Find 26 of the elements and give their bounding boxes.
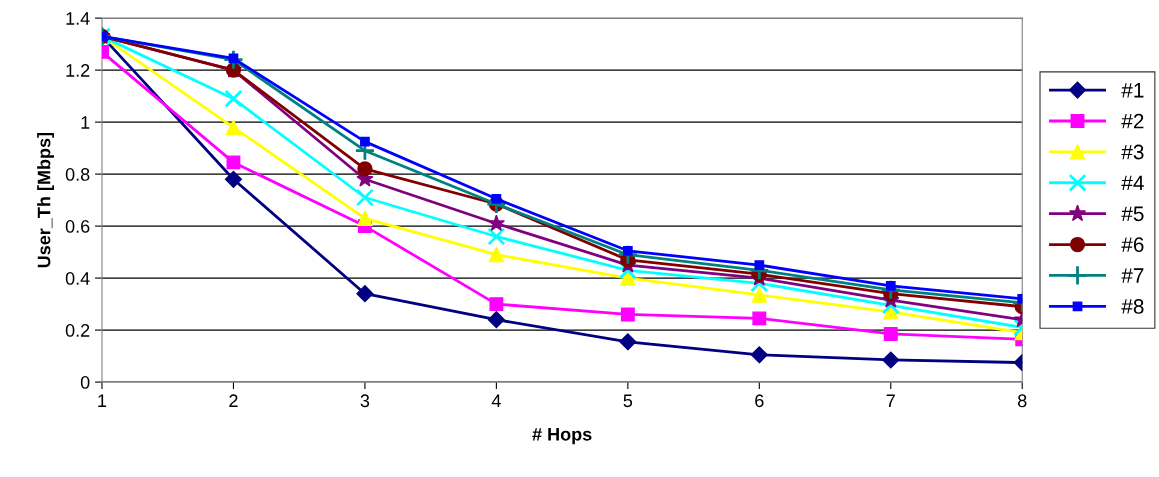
x-tick-label: 8	[1018, 394, 1027, 408]
legend-label: #4	[1121, 175, 1144, 191]
legend-label: #8	[1121, 299, 1144, 314]
y-tick-label: 0	[80, 376, 90, 389]
x-tick-label: 7	[886, 394, 895, 407]
legend-label: #6	[1121, 237, 1144, 253]
y-axis-title: User_Th [Mbps]	[37, 132, 54, 268]
y-tick-label: 0.6	[65, 220, 90, 233]
x-tick-label: 5	[623, 394, 633, 408]
x-tick-label: 2	[229, 394, 238, 407]
legend-label: #7	[1121, 268, 1144, 283]
x-tick-label: 1	[98, 394, 107, 407]
legend-label: #2	[1121, 113, 1144, 129]
legend-label: #3	[1121, 144, 1144, 160]
y-tick-label: 1.4	[66, 12, 90, 25]
y-tick-label: 0.2	[65, 324, 90, 337]
x-tick-label: 3	[360, 394, 370, 408]
x-tick-label: 4	[491, 394, 501, 407]
legend-label: #1	[1121, 83, 1144, 98]
y-tick-label: 0.4	[65, 272, 90, 285]
legend-label: #5	[1121, 206, 1144, 222]
x-axis-title: # Hops	[532, 428, 592, 445]
y-tick-label: 1.2	[66, 64, 90, 77]
y-tick-label: 0.8	[65, 168, 90, 181]
x-tick-label: 6	[755, 394, 764, 408]
y-tick-label: 1	[81, 116, 90, 129]
